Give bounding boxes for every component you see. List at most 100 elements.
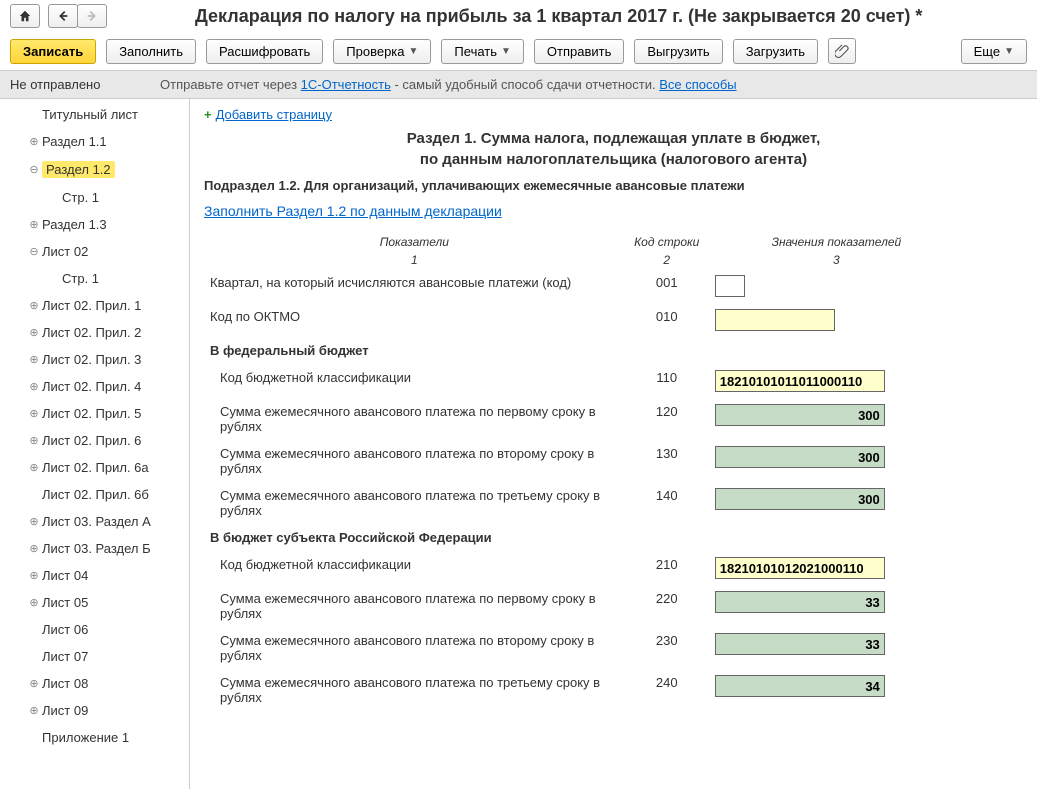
- print-button[interactable]: Печать▼: [441, 39, 524, 64]
- sidebar-item-14[interactable]: Лист 02. Прил. 6б: [0, 481, 189, 508]
- expand-icon[interactable]: ⊕: [26, 677, 42, 690]
- sidebar-item-5[interactable]: ⊖Лист 02: [0, 238, 189, 265]
- sidebar-item-17[interactable]: ⊕Лист 04: [0, 562, 189, 589]
- sidebar-item-label: Лист 07: [42, 649, 88, 664]
- caret-down-icon: ▼: [409, 46, 419, 57]
- row-quarter-label: Квартал, на который исчисляются авансовы…: [204, 269, 625, 303]
- expand-icon[interactable]: ⊕: [26, 218, 42, 231]
- collapse-icon[interactable]: ⊖: [26, 245, 42, 258]
- sidebar-item-23[interactable]: Приложение 1: [0, 724, 189, 751]
- collapse-icon[interactable]: ⊖: [26, 163, 42, 176]
- link-all-methods[interactable]: Все способы: [659, 77, 736, 92]
- sidebar-item-11[interactable]: ⊕Лист 02. Прил. 5: [0, 400, 189, 427]
- sidebar-item-label: Стр. 1: [62, 190, 99, 205]
- sidebar-item-3[interactable]: Стр. 1: [0, 184, 189, 211]
- export-button[interactable]: Выгрузить: [634, 39, 722, 64]
- expand-icon[interactable]: ⊕: [26, 434, 42, 447]
- page-title: Декларация по налогу на прибыль за 1 ква…: [195, 6, 922, 27]
- send-button[interactable]: Отправить: [534, 39, 624, 64]
- sidebar-item-0[interactable]: Титульный лист: [0, 101, 189, 128]
- sidebar-item-20[interactable]: Лист 07: [0, 643, 189, 670]
- sidebar-item-19[interactable]: Лист 06: [0, 616, 189, 643]
- sidebar-item-label: Лист 02. Прил. 2: [42, 325, 141, 340]
- decode-button[interactable]: Расшифровать: [206, 39, 323, 64]
- sidebar-item-label: Лист 02: [42, 244, 88, 259]
- sidebar-item-1[interactable]: ⊕Раздел 1.1: [0, 128, 189, 155]
- col-header-1: Показатели: [204, 233, 625, 251]
- row-oktmo-label: Код по ОКТМО: [204, 303, 625, 337]
- save-button[interactable]: Записать: [10, 39, 96, 64]
- expand-icon[interactable]: ⊕: [26, 135, 42, 148]
- sidebar-item-label: Приложение 1: [42, 730, 129, 745]
- sidebar[interactable]: Титульный лист⊕Раздел 1.1⊖Раздел 1.2Стр.…: [0, 99, 190, 789]
- pay3-reg-input[interactable]: [715, 675, 885, 697]
- sidebar-item-21[interactable]: ⊕Лист 08: [0, 670, 189, 697]
- attach-button[interactable]: [828, 38, 856, 64]
- fill-section-link[interactable]: Заполнить Раздел 1.2 по данным деклараци…: [204, 203, 502, 219]
- import-button[interactable]: Загрузить: [733, 39, 818, 64]
- pay1-fed-input[interactable]: [715, 404, 885, 426]
- sidebar-item-label: Лист 09: [42, 703, 88, 718]
- sidebar-item-2[interactable]: ⊖Раздел 1.2: [0, 155, 189, 184]
- col-header-2: Код строки: [625, 233, 709, 251]
- more-button[interactable]: Еще▼: [961, 39, 1027, 64]
- expand-icon[interactable]: ⊕: [26, 380, 42, 393]
- sidebar-item-label: Лист 03. Раздел А: [42, 514, 151, 529]
- fill-button[interactable]: Заполнить: [106, 39, 196, 64]
- top-nav: Декларация по налогу на прибыль за 1 ква…: [0, 0, 1037, 32]
- form-table: Показатели Код строки Значения показател…: [204, 233, 964, 711]
- pay3-fed-input[interactable]: [715, 488, 885, 510]
- content: +Добавить страницу Раздел 1. Сумма налог…: [190, 99, 1037, 789]
- link-1c[interactable]: 1С-Отчетность: [301, 77, 391, 92]
- home-button[interactable]: [10, 4, 40, 28]
- expand-icon[interactable]: ⊕: [26, 515, 42, 528]
- kbk-reg-input[interactable]: [715, 557, 885, 579]
- arrow-left-icon: [56, 9, 70, 23]
- expand-icon[interactable]: ⊕: [26, 326, 42, 339]
- sidebar-item-9[interactable]: ⊕Лист 02. Прил. 3: [0, 346, 189, 373]
- sidebar-item-label: Лист 02. Прил. 6: [42, 433, 141, 448]
- fed-header: В федеральный бюджет: [204, 337, 964, 364]
- sidebar-item-10[interactable]: ⊕Лист 02. Прил. 4: [0, 373, 189, 400]
- section-title-1: Раздел 1. Сумма налога, подлежащая уплат…: [204, 130, 1023, 147]
- sidebar-item-label: Лист 04: [42, 568, 88, 583]
- expand-icon[interactable]: ⊕: [26, 704, 42, 717]
- sidebar-item-18[interactable]: ⊕Лист 05: [0, 589, 189, 616]
- expand-icon[interactable]: ⊕: [26, 596, 42, 609]
- pay1-reg-input[interactable]: [715, 591, 885, 613]
- reg-header: В бюджет субъекта Российской Федерации: [204, 524, 964, 551]
- sidebar-item-4[interactable]: ⊕Раздел 1.3: [0, 211, 189, 238]
- add-page-link[interactable]: +Добавить страницу: [204, 107, 1023, 122]
- sidebar-item-label: Лист 06: [42, 622, 88, 637]
- sidebar-item-12[interactable]: ⊕Лист 02. Прил. 6: [0, 427, 189, 454]
- pay2-reg-input[interactable]: [715, 633, 885, 655]
- sidebar-item-label: Лист 02. Прил. 3: [42, 352, 141, 367]
- sidebar-item-6[interactable]: Стр. 1: [0, 265, 189, 292]
- sidebar-item-13[interactable]: ⊕Лист 02. Прил. 6а: [0, 454, 189, 481]
- sidebar-item-16[interactable]: ⊕Лист 03. Раздел Б: [0, 535, 189, 562]
- sidebar-item-label: Лист 02. Прил. 6а: [42, 460, 149, 475]
- back-button[interactable]: [48, 4, 78, 28]
- expand-icon[interactable]: ⊕: [26, 569, 42, 582]
- quarter-input[interactable]: [715, 275, 745, 297]
- paperclip-icon: [835, 44, 849, 58]
- oktmo-input[interactable]: [715, 309, 835, 331]
- expand-icon[interactable]: ⊕: [26, 353, 42, 366]
- forward-button[interactable]: [77, 4, 107, 28]
- expand-icon[interactable]: ⊕: [26, 461, 42, 474]
- expand-icon[interactable]: ⊕: [26, 407, 42, 420]
- kbk-fed-input[interactable]: [715, 370, 885, 392]
- expand-icon[interactable]: ⊕: [26, 542, 42, 555]
- plus-icon: +: [204, 107, 212, 122]
- sidebar-item-7[interactable]: ⊕Лист 02. Прил. 1: [0, 292, 189, 319]
- sidebar-item-22[interactable]: ⊕Лист 09: [0, 697, 189, 724]
- pay2-fed-input[interactable]: [715, 446, 885, 468]
- sidebar-item-label: Лист 02. Прил. 5: [42, 406, 141, 421]
- sidebar-item-label: Раздел 1.1: [42, 134, 107, 149]
- expand-icon[interactable]: ⊕: [26, 299, 42, 312]
- sidebar-item-8[interactable]: ⊕Лист 02. Прил. 2: [0, 319, 189, 346]
- sidebar-item-15[interactable]: ⊕Лист 03. Раздел А: [0, 508, 189, 535]
- home-icon: [18, 9, 32, 23]
- check-button[interactable]: Проверка▼: [333, 39, 431, 64]
- row-oktmo-code: 010: [625, 303, 709, 337]
